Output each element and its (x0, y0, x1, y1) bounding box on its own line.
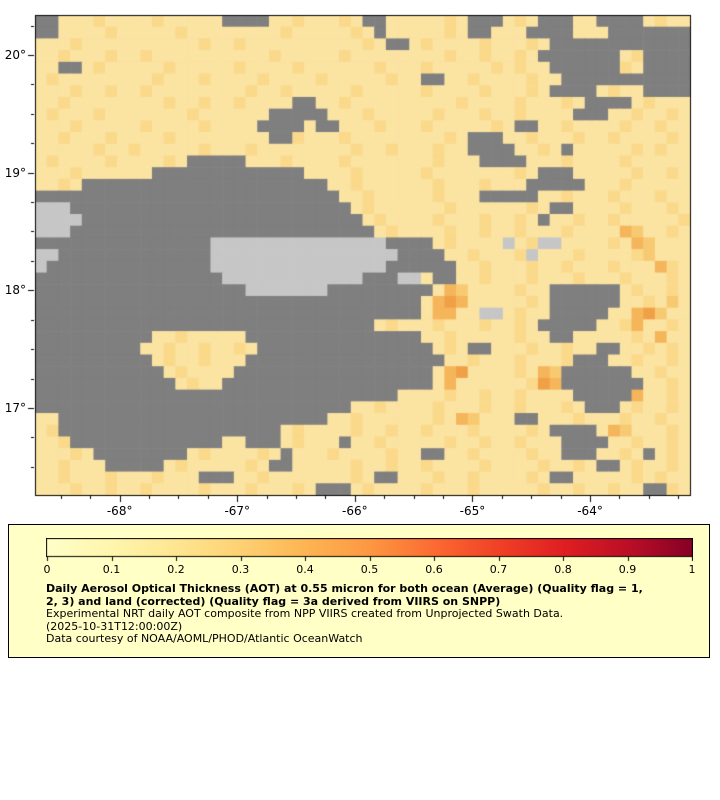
map-plot-area: -68° -67° -66° -65° -64° 20° 19° 18° 17° (0, 0, 720, 522)
legend-text-block: Daily Aerosol Optical Thickness (AOT) at… (46, 582, 643, 646)
legend-credit: Data courtesy of NOAA/AOML/PHOD/Atlantic… (46, 632, 363, 645)
x-axis-tick-label: -65° (459, 504, 486, 518)
colorbar-tick-label: 1 (688, 563, 696, 576)
colorbar-tick-label: 0.2 (167, 563, 185, 576)
y-axis-tick-label: 17° (4, 400, 26, 415)
colorbar-tick-label: 0.3 (231, 563, 250, 576)
colorbar-tick-label: 0.9 (618, 563, 637, 576)
colorbar-tick-label: 0.7 (489, 563, 508, 576)
colorbar-tick-label: 0.1 (102, 563, 121, 576)
y-axis-tick-label: 18° (4, 283, 26, 298)
colorbar-tick-label: 0.5 (360, 563, 379, 576)
y-axis-tick-label: 19° (4, 165, 26, 180)
aot-map-canvas (0, 0, 720, 522)
x-axis-tick-label: -66° (342, 504, 368, 518)
legend-title-line2: 2, 3) and land (corrected) (Quality flag… (46, 594, 501, 608)
colorbar-tick-label: 0.6 (425, 563, 443, 576)
x-axis-tick-label: -67° (224, 504, 251, 518)
legend-timestamp: (2025-10-31T12:00:00Z) (46, 619, 183, 633)
x-axis-tick-label: -68° (106, 504, 133, 518)
legend-box: Daily Aerosol Optical Thickness (AOT) at… (8, 524, 710, 658)
colorbar-canvas (46, 538, 693, 562)
y-axis-tick-label: 20° (4, 48, 26, 62)
colorbar-tick-label: 0.8 (554, 563, 572, 576)
colorbar-tick-label: 0.4 (296, 563, 314, 576)
x-axis-tick-label: -64° (577, 504, 603, 518)
legend-title-line1: Daily Aerosol Optical Thickness (AOT) at… (46, 582, 643, 595)
colorbar-tick-label: 0 (43, 563, 51, 576)
legend-subtitle: Experimental NRT daily AOT composite fro… (46, 607, 564, 620)
